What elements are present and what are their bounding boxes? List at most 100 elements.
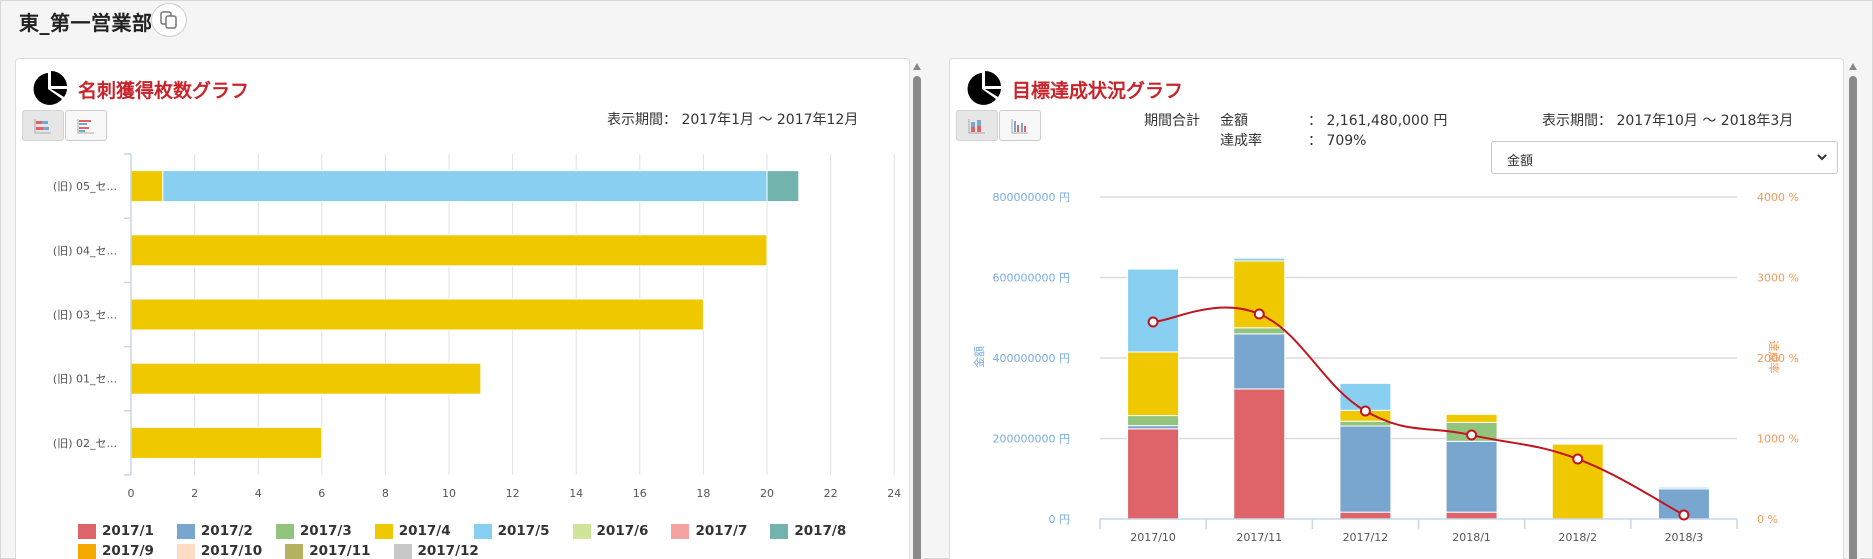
- grouped-column-toggle[interactable]: [999, 110, 1041, 141]
- legend-item[interactable]: 2017/3: [275, 523, 352, 539]
- x-tick-label: 0: [128, 487, 135, 500]
- column-segment[interactable]: [1339, 511, 1392, 520]
- legend-label: 2017/2: [200, 523, 253, 539]
- legend-item[interactable]: 2017/5: [473, 523, 550, 539]
- y-gridlines: 0 円 0 % 200000000 円 1000 % 400000000 円 2000 %…: [972, 191, 1799, 526]
- legend-label: 2017/4: [398, 523, 451, 539]
- scroll-up-arrow-icon[interactable]: [1849, 63, 1857, 70]
- x-tick-label: 2018/2: [1558, 531, 1597, 544]
- column-segment[interactable]: [1127, 428, 1180, 520]
- stacked-bar-toggle[interactable]: [22, 110, 64, 141]
- amount-value: ： 2,161,480,000 円: [1308, 113, 1448, 129]
- column-segment[interactable]: [1127, 351, 1180, 417]
- display-period: 表示期間： 2017年1月 ～ 2017年12月: [607, 109, 858, 129]
- line-point[interactable]: [1147, 316, 1159, 328]
- legend-item[interactable]: 2017/11: [285, 543, 371, 559]
- rate-value: ： 709%: [1308, 133, 1367, 149]
- legend-item[interactable]: 2017/10: [176, 543, 262, 559]
- x-tick-label: 20: [760, 487, 774, 500]
- stacked-horizontal-bar-icon: [34, 118, 51, 133]
- bar-segment[interactable]: [130, 426, 323, 459]
- bar-segment[interactable]: [130, 298, 704, 331]
- right-panel-scrollbar[interactable]: [1846, 58, 1860, 559]
- legend-item[interactable]: 2017/12: [393, 543, 479, 559]
- column-segment[interactable]: [1233, 333, 1286, 390]
- bar-segment[interactable]: [130, 170, 164, 203]
- column-segment[interactable]: [1127, 415, 1180, 427]
- column-segment[interactable]: [1445, 413, 1498, 423]
- category-label: (旧) 05_セ...: [53, 180, 117, 193]
- left-panel-scrollbar[interactable]: [910, 58, 924, 559]
- x-tick-label: 22: [824, 487, 838, 500]
- legend-label: 2017/5: [497, 523, 550, 539]
- panel-header: 名刺獲得枚数グラフ: [30, 69, 249, 109]
- legend-item[interactable]: 2017/4: [374, 523, 451, 539]
- x-tick-label: 18: [696, 487, 710, 500]
- stacked-column-toggle[interactable]: [956, 110, 998, 141]
- legend-label: 2017/8: [794, 523, 847, 539]
- legend-swatch: [770, 523, 789, 539]
- bar-segment[interactable]: [130, 234, 768, 267]
- bar-segment[interactable]: [130, 362, 482, 395]
- column-segment[interactable]: [1233, 388, 1286, 520]
- column-line-chart: 0 円 0 % 200000000 円 1000 % 400000000 円 2000 %…: [972, 191, 1799, 544]
- line-point[interactable]: [1359, 405, 1371, 417]
- chart-type-toggle: [956, 110, 1041, 141]
- legend-item[interactable]: 2017/9: [78, 543, 154, 559]
- y2-tick-label: 1000 %: [1757, 433, 1799, 446]
- x-tick-label: 2017/11: [1236, 531, 1282, 544]
- line-point[interactable]: [1253, 308, 1265, 320]
- x-axis: 2017/10 2017/11 2017/12 2018/1 2018/2 2018/3: [1099, 518, 1738, 544]
- category-label: (旧) 02_セ...: [53, 437, 117, 450]
- scroll-up-arrow-icon[interactable]: [913, 63, 921, 70]
- scroll-thumb[interactable]: [1849, 76, 1857, 559]
- metric-select-value: 金額: [1507, 154, 1534, 169]
- legend-item[interactable]: 2017/2: [176, 523, 253, 539]
- bar-segment[interactable]: [766, 170, 800, 203]
- chevron-down-icon: [1817, 154, 1827, 161]
- panel-title: 目標達成状況グラフ: [1012, 79, 1184, 102]
- y-tick-label: 400000000 円: [993, 352, 1070, 365]
- line-point[interactable]: [1678, 509, 1690, 521]
- metric-select[interactable]: 金額: [1491, 141, 1838, 174]
- legend-item[interactable]: 2017/8: [770, 523, 846, 539]
- column-segment[interactable]: [1339, 425, 1392, 513]
- bar-segment[interactable]: [162, 170, 768, 203]
- column-segment[interactable]: [1445, 440, 1498, 513]
- grouped-bar-toggle[interactable]: [65, 110, 107, 141]
- business-card-chart-panel: 名刺獲得枚数グラフ 表示期間： 2017年1月 ～ 2017年12月 (旧) 0…: [15, 58, 910, 559]
- line-point[interactable]: [1572, 453, 1584, 465]
- scroll-thumb[interactable]: [913, 76, 921, 559]
- copy-button[interactable]: [151, 3, 187, 37]
- legend-item[interactable]: 2017/7: [671, 523, 747, 539]
- line-point[interactable]: [1466, 429, 1478, 441]
- legend-item[interactable]: 2017/1: [78, 523, 154, 539]
- column-segment[interactable]: [1233, 327, 1286, 335]
- period-value: 2017年10月 ～ 2018年3月: [1616, 113, 1794, 129]
- chart-legend: 2017/1 2017/2 2017/3 2017/4 2017/5 2017/6 2017…: [78, 521, 846, 559]
- category-label: (旧) 03_セ...: [53, 309, 117, 322]
- y-tick-label: 800000000 円: [993, 191, 1070, 204]
- x-tick-label: 10: [442, 487, 456, 500]
- legend-swatch: [393, 543, 412, 559]
- y2-tick-label: 4000 %: [1757, 191, 1799, 204]
- legend-swatch: [374, 523, 393, 539]
- achievement-rate-line: [1147, 306, 1690, 521]
- legend-item[interactable]: 2017/6: [572, 523, 648, 539]
- column-segment[interactable]: [1339, 420, 1392, 427]
- column-segment[interactable]: [1127, 268, 1180, 353]
- legend-label: 2017/11: [309, 543, 371, 559]
- horizontal-bar-chart: (旧) 05_セ... (旧) 04_セ... (旧) 03_セ... (旧) 01_…: [53, 153, 901, 500]
- column-segment[interactable]: [1233, 257, 1286, 262]
- stacked-columns: [1127, 257, 1710, 520]
- y-tick-label: 0 円: [1049, 513, 1071, 526]
- x-tick-label: 12: [506, 487, 520, 500]
- panel-header: 目標達成状況グラフ: [964, 69, 1183, 109]
- legend-swatch: [78, 543, 96, 559]
- chart-type-toggle: [22, 110, 107, 141]
- grouped-horizontal-bar-icon: [77, 118, 94, 133]
- grouped-column-icon: [1011, 118, 1028, 133]
- column-segment[interactable]: [1657, 486, 1710, 490]
- legend-swatch: [671, 523, 690, 539]
- column-segment[interactable]: [1445, 511, 1498, 520]
